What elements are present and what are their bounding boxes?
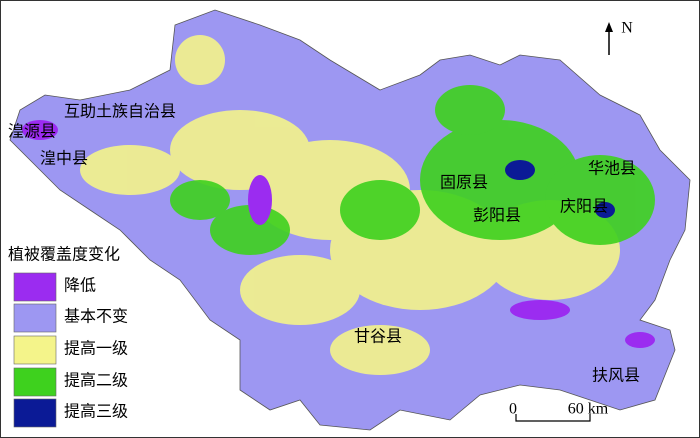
county-label: 互助土族自治县 [64,103,176,121]
county-label: 湟中县 [40,150,88,168]
county-label: 扶风县 [592,367,640,385]
legend-title: 植被覆盖度变化 [8,246,120,264]
map-area [9,9,691,431]
legend-swatch [13,398,57,428]
legend-label: 提高三级 [64,403,128,421]
legend-label: 降低 [64,277,96,295]
decrease-areas [22,120,655,348]
north-arrow-head [605,22,613,32]
county-label: 彭阳县 [473,207,521,225]
increase-level-3-areas [505,160,615,218]
increase-level-2-areas [170,85,655,255]
legend-label: 基本不变 [64,308,128,326]
scale-start: 0 [509,401,517,418]
legend-swatch [13,335,57,365]
county-label: 固原县 [440,175,488,192]
scale-bar: 0 60 km [509,401,609,422]
legend-swatch [13,272,57,302]
county-label: 华池县 [588,160,636,178]
north-arrow: N [605,20,633,55]
legend-swatch [13,367,57,397]
legend-swatch [13,303,57,333]
scale-bar-line [515,414,591,422]
county-label: 甘谷县 [354,328,402,346]
county-label: 湟源县 [8,123,56,141]
north-label: N [621,20,633,37]
scale-end: 60 km [568,401,609,418]
county-label: 庆阳县 [560,198,608,216]
legend-label: 提高二级 [64,372,128,390]
legend-label: 提高一级 [64,340,128,358]
